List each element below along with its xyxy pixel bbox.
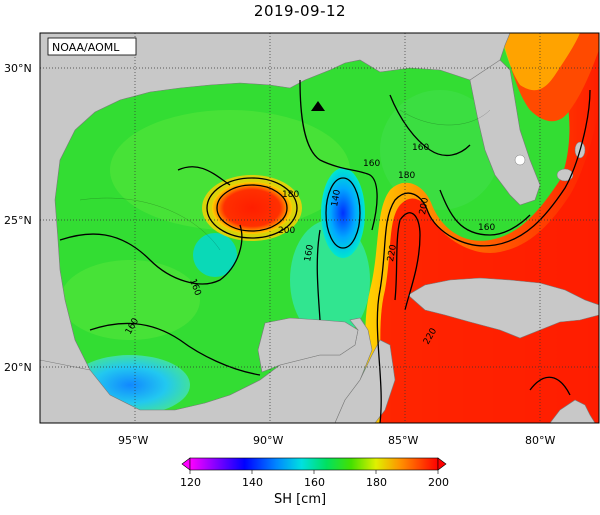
contour-label: 220: [386, 244, 399, 263]
cold-eddy: [321, 168, 365, 258]
warm-eddy: [212, 182, 292, 234]
lat-label: 20°N: [4, 361, 32, 374]
jamaica-land: [549, 399, 596, 423]
contour-label: 180: [282, 190, 299, 200]
cuba-land: [407, 277, 599, 339]
contour-label: 200: [278, 226, 295, 236]
contour-label: 160: [478, 223, 495, 233]
contour-label: 160: [363, 159, 380, 169]
contour-label: 200: [418, 197, 431, 216]
colorbar-tick: 200: [428, 476, 449, 489]
watermark-box: [47, 37, 137, 56]
contour-lines: [59, 79, 591, 423]
lat-label: 25°N: [4, 214, 32, 227]
colorbar-tick: 140: [242, 476, 263, 489]
colorbar-tick: 180: [366, 476, 387, 489]
colorbar-tick: 160: [304, 476, 325, 489]
lon-label: 85°W: [388, 434, 418, 447]
contour-label: 140: [330, 189, 343, 208]
florida-land: [469, 59, 541, 206]
buoy-triangle-icon: [311, 101, 325, 111]
central-america-land: [334, 339, 396, 423]
map-frame: [39, 32, 600, 424]
contour-label: 160: [303, 244, 316, 263]
colorbar-label: SH [cm]: [273, 492, 327, 507]
watermark-text: NOAA/AOML: [52, 41, 120, 54]
lat-label: 30°N: [4, 62, 32, 75]
lon-label: 90°W: [253, 434, 283, 447]
map-title: 2019-09-12: [253, 2, 347, 20]
colorbar-tick: 120: [180, 476, 201, 489]
colorbar: 120 140 160 180 200: [180, 457, 449, 489]
lon-label: 80°W: [525, 434, 555, 447]
island-bahamas: [556, 168, 574, 182]
map-plot-area: [40, 33, 599, 423]
contour-label: 180: [398, 171, 415, 181]
graticule: [40, 33, 599, 423]
lon-label: 95°W: [118, 434, 148, 447]
lake-okeechobee: [514, 154, 526, 166]
contour-label: 160: [412, 143, 429, 153]
